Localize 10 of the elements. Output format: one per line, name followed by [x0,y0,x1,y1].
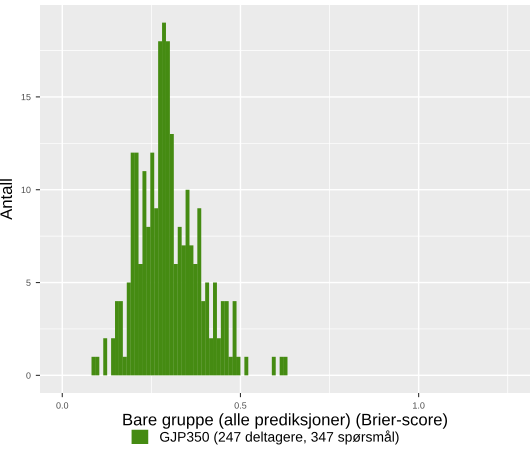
y-tick-label: 5 [26,280,31,286]
y-tick-label: 15 [22,94,31,100]
x-tick-label: 1.0 [413,402,425,409]
y-tick-label: 10 [22,186,31,194]
x-axis-title: Bare gruppe (alle prediksjoner) (Brier-score) [123,413,447,429]
x-tick-label: 0.5 [234,402,246,409]
y-tick-label: 0 [26,372,31,379]
legend-label: GJP350 (247 deltagere, 347 spørsmål) [160,430,399,444]
y-axis-title: Antall [0,179,12,220]
x-tick-label: 0.0 [56,402,68,409]
